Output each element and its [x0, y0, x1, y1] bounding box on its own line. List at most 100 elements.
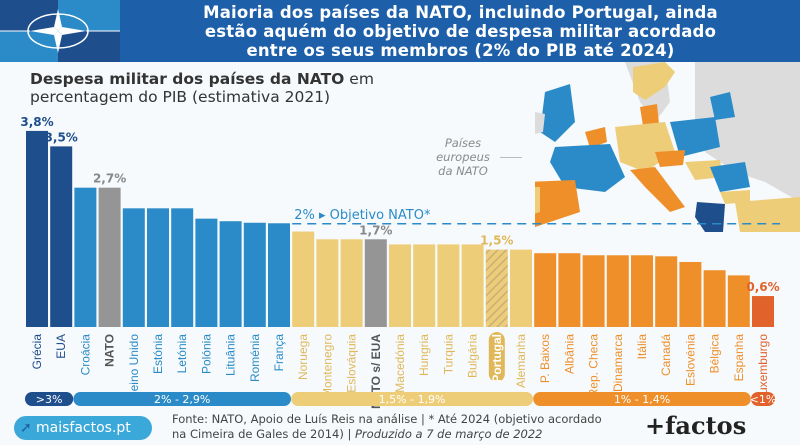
- map-uk: [540, 84, 575, 142]
- x-tick-label: Bélgica: [708, 334, 722, 374]
- x-tick-label: Grécia: [30, 334, 44, 370]
- bar-nato-s-eua: [364, 239, 387, 327]
- legend-pill: [73, 392, 292, 406]
- x-tick-label: Albânia: [562, 334, 576, 374]
- bar-bulg-ria: [461, 244, 484, 327]
- map-turkey: [735, 197, 800, 232]
- title-line-3: entre os seus membros (2% do PIB até 202…: [246, 41, 675, 60]
- title-line-1: Maioria dos países da NATO, incluindo Po…: [203, 3, 718, 22]
- legend-label: 1% - 1,4%: [614, 393, 670, 406]
- source-note: Fonte: NATO, Apoio de Luís Reis na análi…: [172, 412, 602, 442]
- bar-rep-checa: [582, 255, 605, 327]
- map-poland: [670, 117, 720, 157]
- x-tick-label: Hungria: [417, 334, 431, 376]
- bar-canad-: [655, 256, 678, 327]
- bar-reino-unido: [122, 208, 145, 327]
- map-portugal: [535, 187, 540, 214]
- bar-est-nia: [147, 208, 169, 327]
- x-tick-label: Estónia: [151, 334, 165, 374]
- x-tick-label: Dinamarca: [611, 334, 625, 392]
- data-label: 0,6%: [746, 280, 779, 294]
- subtitle-rest: em: [344, 70, 374, 88]
- data-label: 2,7%: [93, 172, 126, 186]
- map-italy: [630, 167, 685, 212]
- map-france: [550, 144, 625, 192]
- target-label: 2% ▸ Objetivo NATO*: [294, 208, 431, 223]
- map-czechia: [655, 150, 685, 167]
- legend-label: <1%: [750, 393, 777, 406]
- map-ireland: [535, 112, 545, 134]
- map-label-line-1: Países: [444, 136, 482, 150]
- map-norway: [633, 62, 675, 100]
- x-tick-label: NATO s/ EUA: [369, 334, 383, 409]
- x-tick-label: França: [272, 334, 286, 372]
- x-tick-label: Reino Unido: [127, 334, 141, 400]
- bar-eslov-quia: [340, 239, 363, 327]
- map-baltics: [710, 92, 735, 120]
- arrow-icon: ➚: [20, 420, 32, 436]
- bar-it-lia: [631, 255, 653, 327]
- bar-noruega: [292, 231, 315, 327]
- bar-dinamarca: [606, 255, 629, 327]
- brand-logo: +factos: [645, 411, 747, 440]
- x-tick-label: Roménia: [248, 334, 262, 382]
- bar-montenegro: [316, 239, 339, 327]
- x-tick-label: Alemanha: [514, 334, 528, 388]
- x-tick-label: Polónia: [199, 334, 213, 374]
- map-label-connector: [500, 157, 522, 158]
- legend-label: 1,5% - 1,9%: [379, 393, 446, 406]
- x-tick-label: NATO: [103, 334, 117, 367]
- bar-let-nia: [171, 208, 194, 327]
- bar-pol-nia: [195, 218, 218, 327]
- nato-logo: [0, 0, 120, 62]
- x-tick-label: Letónia: [175, 334, 189, 374]
- page-title: Maioria dos países da NATO, incluindo Po…: [128, 3, 793, 60]
- produced-date: Produzido a 7 de março de 2022: [355, 427, 543, 441]
- x-tick-label: P. Baixos: [538, 334, 552, 383]
- bar-turquia: [437, 244, 460, 327]
- x-tick-label: Bulgária: [466, 334, 480, 378]
- bar-hungria: [413, 244, 436, 327]
- x-tick-label: Eslováquia: [345, 334, 359, 393]
- header-banner: Maioria dos países da NATO, incluindo Po…: [0, 0, 800, 62]
- subtitle-line-2: percentagem do PIB (estimativa 2021): [30, 88, 331, 106]
- bar-gr-cia: [26, 130, 48, 327]
- x-tick-label: Lituânia: [224, 334, 238, 376]
- x-tick-label: Luxemburgo: [756, 334, 770, 401]
- x-tick-label: Espanha: [732, 334, 746, 382]
- x-tick-label: Macedónia: [393, 334, 407, 393]
- data-label: 1,7%: [359, 223, 392, 237]
- x-tick-label: Itália: [635, 334, 649, 360]
- bar-p-baixos: [534, 253, 557, 327]
- legend-label: 2% - 2,9%: [154, 393, 210, 406]
- data-label: 3,5%: [45, 130, 78, 144]
- bar-espanha: [727, 275, 750, 327]
- data-label: 3,8%: [20, 115, 53, 129]
- x-tick-label: Noruega: [296, 334, 310, 380]
- bar-nato: [98, 187, 121, 327]
- portugal-label-badge: [488, 332, 505, 382]
- map-label-line-2: europeus: [436, 150, 490, 164]
- map-denmark: [640, 104, 659, 126]
- map-label: Países europeus da NATO: [428, 136, 498, 178]
- website-text: maisfactos.pt: [36, 420, 131, 436]
- x-tick-label: Rep. Checa: [587, 334, 601, 398]
- website-link[interactable]: ➚ maisfactos.pt: [14, 416, 152, 440]
- chart-subtitle: Despesa militar dos países da NATO em pe…: [30, 70, 374, 106]
- bar-portugal: [485, 249, 508, 327]
- x-tick-label: Turquia: [441, 334, 455, 375]
- x-tick-label: Croácia: [78, 334, 92, 376]
- source-line-2: na Cimeira de Gales de 2014) |: [172, 427, 355, 441]
- bar-alb-nia: [558, 253, 581, 327]
- map-bulgaria: [720, 190, 750, 204]
- legend-pill: [25, 392, 74, 406]
- source-line-1: Fonte: NATO, Apoio de Luís Reis na análi…: [172, 412, 602, 426]
- map-romania: [710, 162, 750, 192]
- bar-fran-a: [268, 223, 290, 327]
- data-label: 1,5%: [480, 234, 513, 248]
- bar-litu-nia: [219, 221, 242, 327]
- subtitle-bold: Despesa militar dos países da NATO: [30, 70, 345, 88]
- bar-maced-nia: [389, 244, 411, 327]
- bar-eua: [50, 146, 73, 327]
